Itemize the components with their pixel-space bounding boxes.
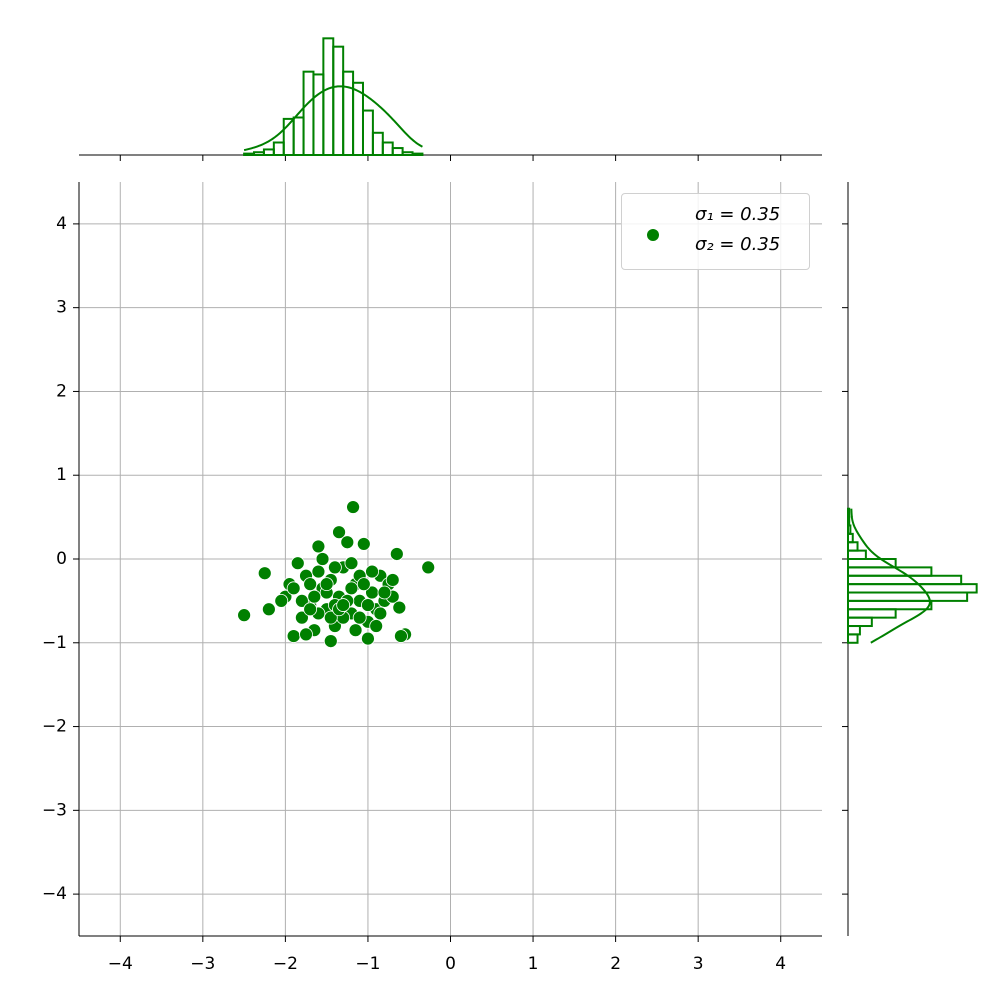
point xyxy=(389,547,404,561)
hist-bar xyxy=(401,151,414,157)
hist-bar xyxy=(847,599,933,611)
point xyxy=(311,539,326,554)
point xyxy=(319,577,334,592)
point xyxy=(323,634,338,649)
hist-bar xyxy=(847,549,867,560)
point xyxy=(365,564,379,579)
legend-label: σ₁ = 0.35 σ₂ = 0.35 xyxy=(695,204,781,255)
point xyxy=(307,589,322,604)
y-tick-label: 0 xyxy=(56,549,67,569)
y-tick-label: −2 xyxy=(42,717,67,737)
hist-bar xyxy=(292,116,305,156)
legend-marker xyxy=(647,229,659,241)
point xyxy=(286,581,301,596)
hist-bar xyxy=(847,507,851,519)
hist-bar xyxy=(371,131,384,156)
hist-bar xyxy=(312,73,325,156)
point xyxy=(294,610,309,625)
y-tick-label: 1 xyxy=(56,465,67,485)
point xyxy=(421,560,436,575)
point xyxy=(385,573,400,587)
hist-bar xyxy=(411,152,424,157)
hist-bar xyxy=(391,147,404,157)
point xyxy=(303,602,318,617)
hist-bar xyxy=(262,148,275,156)
point xyxy=(323,610,338,625)
point xyxy=(274,593,289,608)
point xyxy=(344,581,359,596)
x-tick-label: −4 xyxy=(108,954,133,974)
hist-bar xyxy=(847,591,969,602)
hist-bar xyxy=(847,532,854,544)
hist-bar xyxy=(361,109,374,156)
point xyxy=(356,577,371,592)
point xyxy=(356,537,371,551)
point xyxy=(352,610,367,625)
legend: σ₁ = 0.35 σ₂ = 0.35 xyxy=(621,193,810,270)
x-tick-label: 2 xyxy=(610,954,621,974)
point xyxy=(361,631,375,646)
point xyxy=(290,556,305,571)
y-tick-label: −3 xyxy=(42,800,67,820)
hist-bar xyxy=(342,70,355,156)
y-tick-label: 3 xyxy=(56,298,67,318)
x-tick-label: −3 xyxy=(190,954,215,974)
point xyxy=(336,598,351,612)
hist-bar xyxy=(847,541,859,552)
y-tick-label: 4 xyxy=(56,214,67,234)
point xyxy=(344,556,359,571)
hist-bar xyxy=(332,45,345,157)
hist-bar xyxy=(243,152,256,157)
kde-curve xyxy=(243,85,423,152)
x-tick-label: 0 xyxy=(445,954,456,974)
point xyxy=(361,598,375,612)
x-tick-label: 4 xyxy=(775,954,786,974)
x-tick-label: 1 xyxy=(528,954,539,974)
point xyxy=(369,619,384,633)
hist-bar xyxy=(253,151,265,157)
x-tick-label: −2 xyxy=(273,954,298,974)
hist-bar xyxy=(847,566,933,577)
hist-bar xyxy=(847,558,897,569)
point xyxy=(261,602,276,617)
point xyxy=(348,623,363,638)
point xyxy=(377,585,392,600)
point xyxy=(286,629,301,643)
point xyxy=(332,525,346,540)
hist-bar xyxy=(272,141,285,156)
point xyxy=(373,606,388,621)
hist-bar xyxy=(847,524,852,535)
point xyxy=(315,552,330,566)
point xyxy=(257,566,272,581)
hist-bar xyxy=(847,625,861,636)
hist-bar xyxy=(847,574,963,586)
hist-bar xyxy=(847,608,897,619)
point xyxy=(394,629,408,643)
x-tick-label: −1 xyxy=(355,954,380,974)
hist-bar xyxy=(322,37,335,156)
hist-bar xyxy=(847,616,873,628)
hist-bar xyxy=(302,70,315,156)
y-tick-label: −1 xyxy=(42,633,67,653)
point xyxy=(328,560,342,575)
point xyxy=(311,564,326,579)
point xyxy=(299,627,313,642)
hist-bar xyxy=(847,516,851,527)
x-tick-label: 3 xyxy=(693,954,704,974)
point xyxy=(340,535,355,550)
point xyxy=(294,593,309,608)
hist-bar xyxy=(381,141,394,156)
kde-curve xyxy=(850,508,931,644)
y-tick-label: 2 xyxy=(56,381,67,401)
hist-bar xyxy=(847,633,859,644)
point xyxy=(346,500,360,514)
y-tick-label: −4 xyxy=(42,884,67,904)
hist-bar xyxy=(847,583,978,594)
point xyxy=(303,577,318,592)
point xyxy=(392,600,407,615)
point xyxy=(237,608,252,623)
